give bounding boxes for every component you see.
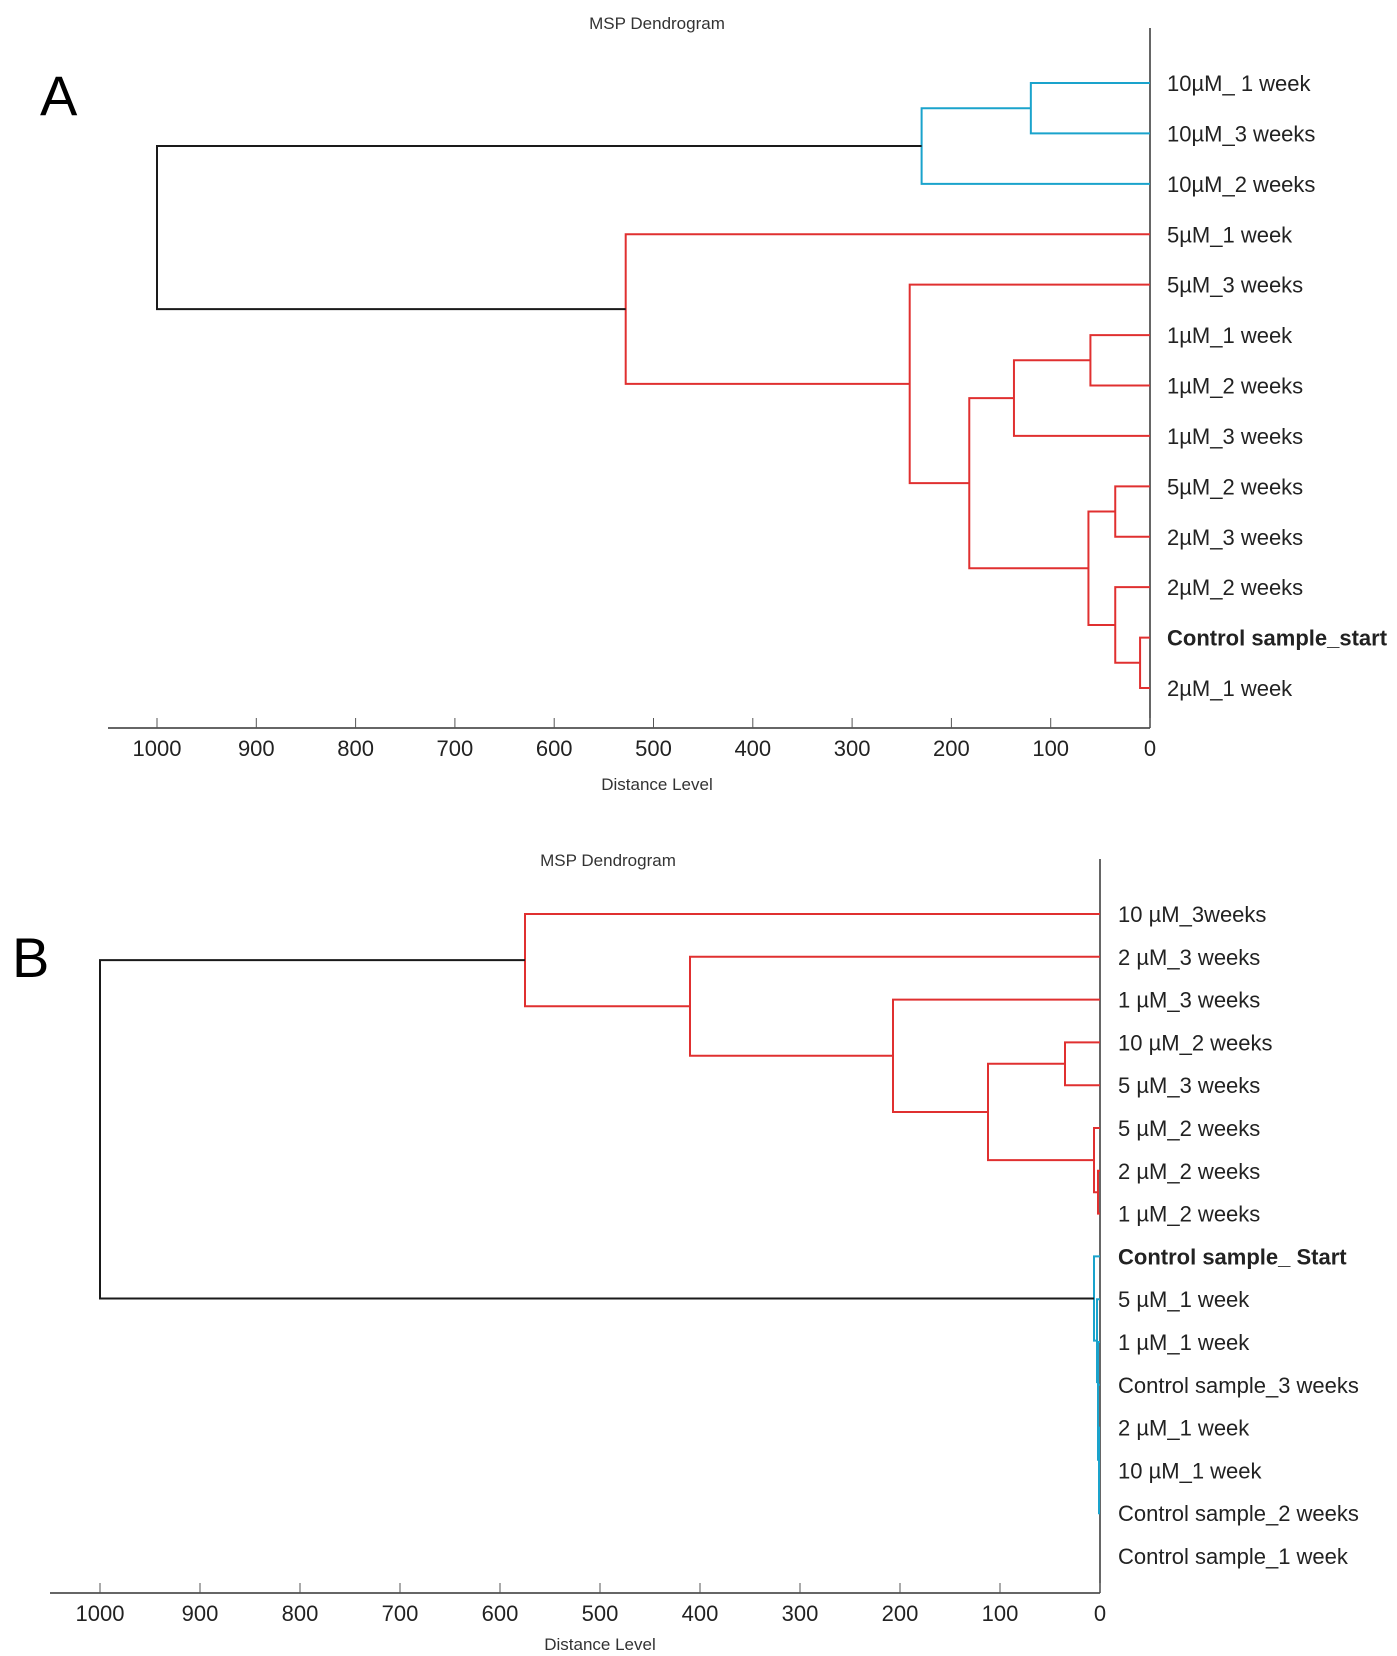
panel-label-a: A: [40, 64, 78, 127]
leaf-label: Control sample_2 weeks: [1118, 1501, 1359, 1526]
leaf-label: 2µM_1 week: [1167, 676, 1293, 701]
tick-label: 100: [1032, 736, 1069, 761]
tick-label: 1000: [76, 1601, 125, 1626]
panel-b: MSP Dendrogram 1000 900 800 700 600 500 400 300…: [50, 851, 1359, 1654]
dendrogram-branch: [689, 955, 1100, 1057]
tick-label: 1000: [133, 736, 182, 761]
dendrogram-branch: [156, 145, 922, 311]
leaf-label: 10µM_ 1 week: [1167, 71, 1312, 96]
tick-label: 300: [782, 1601, 819, 1626]
tick-label: 100: [982, 1601, 1019, 1626]
leaf-label: 1 µM_2 weeks: [1118, 1202, 1260, 1227]
tick-label: 300: [834, 736, 871, 761]
chart-a-axis: [108, 28, 1151, 729]
dendrogram-branch: [1114, 586, 1150, 664]
tick-label: 400: [682, 1601, 719, 1626]
chart-b-ticks: 1000 900 800 700 600 500 400 300 200 100 0: [76, 1583, 1106, 1626]
dendrogram-branch: [1087, 510, 1116, 626]
leaf-label: 5 µM_2 weeks: [1118, 1116, 1260, 1141]
chart-a-branches: [156, 82, 1150, 689]
dendrogram-branch: [99, 959, 1094, 1300]
chart-b-xlabel: Distance Level: [544, 1635, 656, 1654]
dendrogram-branch: [624, 233, 1150, 385]
tick-label: 200: [933, 736, 970, 761]
tick-label: 700: [382, 1601, 419, 1626]
chart-b-branches: [99, 913, 1100, 1515]
tick-label: 900: [238, 736, 275, 761]
tick-label: 800: [282, 1601, 319, 1626]
leaf-label: Control sample_3 weeks: [1118, 1373, 1359, 1398]
leaf-label: 1 µM_3 weeks: [1118, 988, 1260, 1013]
tick-label: 200: [882, 1601, 919, 1626]
tick-label: 800: [337, 736, 374, 761]
leaf-label: Control sample_start: [1167, 626, 1388, 651]
leaf-label: 2 µM_3 weeks: [1118, 945, 1260, 970]
chart-a-ticks: 1000 900 800 700 600 500 400 300 200 100 0: [133, 718, 1156, 761]
dendrogram-branch: [920, 107, 1150, 185]
dendrogram-branch: [1064, 1041, 1100, 1087]
tick-label: 500: [635, 736, 672, 761]
leaf-label: 5 µM_3 weeks: [1118, 1073, 1260, 1098]
leaf-label: 5µM_2 weeks: [1167, 474, 1303, 499]
dendrogram-branch: [1012, 359, 1150, 437]
tick-label: 400: [734, 736, 771, 761]
leaf-label: 1 µM_1 week: [1118, 1330, 1250, 1355]
chart-b-title: MSP Dendrogram: [540, 851, 676, 870]
dendrogram-branch: [1089, 334, 1150, 387]
chart-b-axis: [50, 859, 1101, 1594]
dendrogram-branch: [892, 998, 1100, 1113]
leaf-label: 2µM_3 weeks: [1167, 525, 1303, 550]
leaf-label: 1µM_2 weeks: [1167, 374, 1303, 399]
tick-label: 700: [437, 736, 474, 761]
dendrogram-branch: [1098, 1426, 1100, 1492]
leaf-label: 10µM_3 weeks: [1167, 121, 1315, 146]
dendrogram-branch: [987, 1062, 1094, 1162]
tick-label: 0: [1094, 1601, 1106, 1626]
leaf-label: 2 µM_2 weeks: [1118, 1159, 1260, 1184]
dendrogram-branch: [1139, 636, 1150, 689]
leaf-label: 5 µM_1 week: [1118, 1287, 1250, 1312]
tick-label: 600: [482, 1601, 519, 1626]
tick-label: 600: [536, 736, 573, 761]
dendrogram-branch: [1114, 485, 1150, 538]
panel-a: MSP Dendrogram 1000 900 800 700 600 500 400 300…: [108, 14, 1388, 794]
leaf-label: 10µM_2 weeks: [1167, 172, 1315, 197]
dendrogram-branch: [524, 913, 1100, 1008]
leaf-label: 1µM_1 week: [1167, 323, 1293, 348]
chart-a-title: MSP Dendrogram: [589, 14, 725, 33]
leaf-label: 5µM_3 weeks: [1167, 273, 1303, 298]
leaf-label: 10 µM_1 week: [1118, 1458, 1263, 1483]
panel-label-b: B: [12, 926, 50, 989]
leaf-label: 10 µM_3weeks: [1118, 902, 1266, 927]
dendrogram-branch: [1029, 82, 1150, 135]
leaf-label: 2 µM_1 week: [1118, 1416, 1250, 1441]
leaf-label: Control sample_1 week: [1118, 1544, 1349, 1569]
chart-a-xlabel: Distance Level: [601, 775, 713, 794]
chart-a-leaves: 10µM_ 1 week 10µM_3 weeks 10µM_2 weeks 5µM_…: [1167, 71, 1388, 701]
dendrogram-branch: [908, 283, 1150, 485]
tick-label: 0: [1144, 736, 1156, 761]
leaf-label: 2µM_2 weeks: [1167, 575, 1303, 600]
tick-label: 500: [582, 1601, 619, 1626]
leaf-label: 5µM_1 week: [1167, 222, 1293, 247]
chart-b-leaves: 10 µM_3weeks 2 µM_3 weeks 1 µM_3 weeks 10 µ…: [1118, 902, 1359, 1569]
tick-label: 900: [182, 1601, 219, 1626]
leaf-label: 1µM_3 weeks: [1167, 424, 1303, 449]
leaf-label: Control sample_ Start: [1118, 1244, 1347, 1269]
dendrogram-branch: [968, 397, 1089, 570]
leaf-label: 10 µM_2 weeks: [1118, 1030, 1273, 1055]
